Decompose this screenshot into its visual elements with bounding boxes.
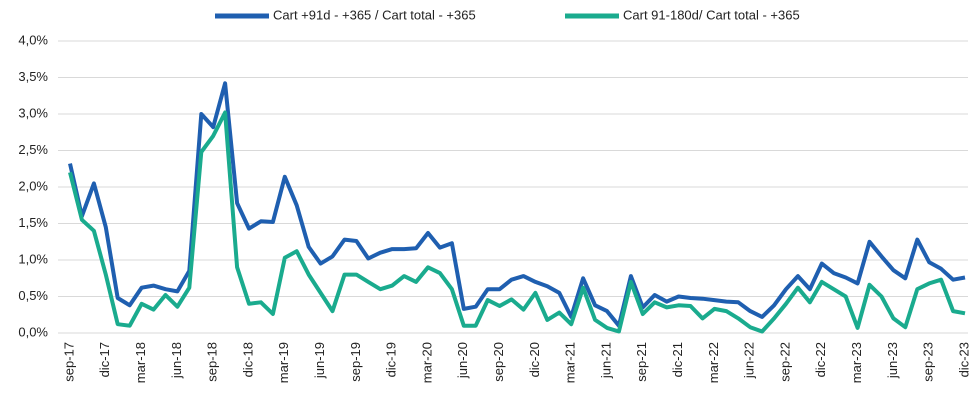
x-tick-label: jun-19 — [312, 342, 327, 379]
x-tick-label: mar-23 — [849, 342, 864, 383]
x-tick-label: sep-23 — [921, 342, 936, 382]
x-tick-label: sep-17 — [61, 342, 76, 382]
x-tick-label: mar-20 — [419, 342, 434, 383]
x-tick-label: dic-22 — [813, 342, 828, 377]
x-tick-label: jun-21 — [598, 342, 613, 379]
x-tick-label: mar-21 — [563, 342, 578, 383]
x-tick-label: sep-22 — [777, 342, 792, 382]
x-tick-label: mar-19 — [276, 342, 291, 383]
y-tick-label: 4,0% — [18, 32, 48, 47]
x-tick-label: mar-22 — [706, 342, 721, 383]
series-line — [68, 110, 966, 334]
x-tick-label: jun-20 — [455, 342, 470, 379]
y-tick-label: 1,0% — [18, 251, 48, 266]
y-tick-label: 0,0% — [18, 324, 48, 339]
x-tick-label: dic-23 — [956, 342, 971, 377]
series-line — [68, 81, 966, 328]
x-tick-label: mar-18 — [133, 342, 148, 383]
x-tick-label: dic-19 — [384, 342, 399, 377]
x-tick-label: sep-20 — [491, 342, 506, 382]
legend-label: Cart +91d - +365 / Cart total - +365 — [273, 7, 476, 22]
y-tick-label: 2,0% — [18, 178, 48, 193]
y-tick-label: 3,5% — [18, 69, 48, 84]
x-tick-label: sep-19 — [348, 342, 363, 382]
x-tick-label: dic-20 — [527, 342, 542, 377]
y-tick-label: 2,5% — [18, 142, 48, 157]
x-tick-label: jun-22 — [742, 342, 757, 379]
x-tick-label: jun-23 — [885, 342, 900, 379]
legend-label: Cart 91-180d/ Cart total - +365 — [623, 7, 800, 22]
x-tick-label: jun-18 — [169, 342, 184, 379]
x-tick-label: dic-21 — [670, 342, 685, 377]
x-tick-label: dic-18 — [240, 342, 255, 377]
y-tick-label: 1,5% — [18, 215, 48, 230]
y-tick-label: 0,5% — [18, 288, 48, 303]
x-tick-label: dic-17 — [97, 342, 112, 377]
x-tick-label: sep-18 — [205, 342, 220, 382]
y-tick-label: 3,0% — [18, 105, 48, 120]
x-tick-label: sep-21 — [634, 342, 649, 382]
